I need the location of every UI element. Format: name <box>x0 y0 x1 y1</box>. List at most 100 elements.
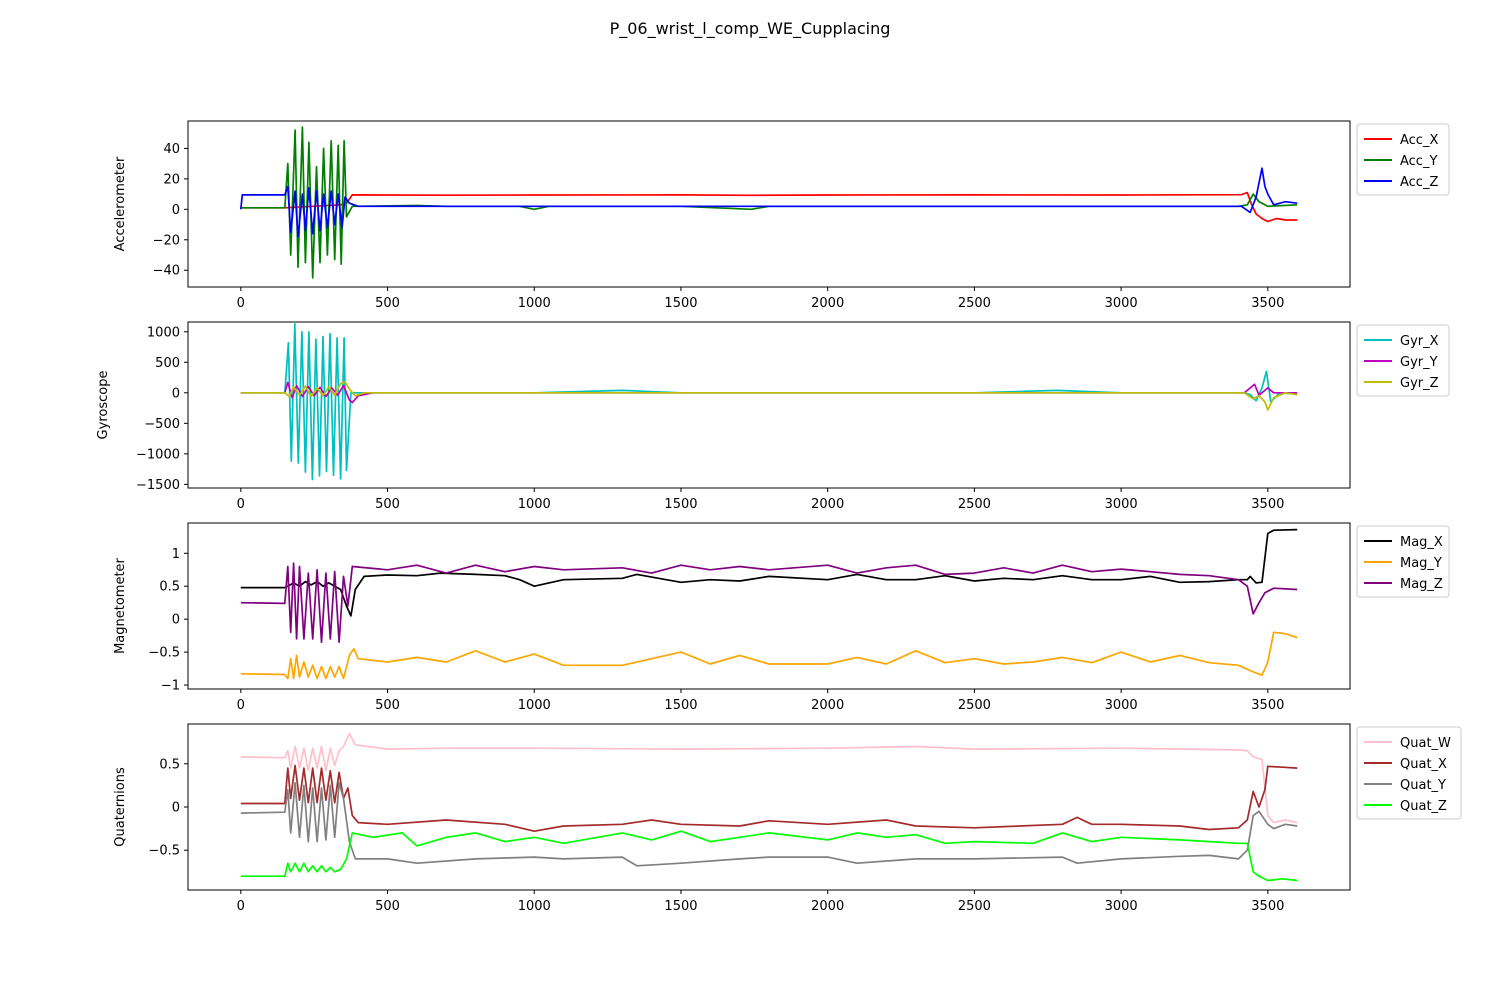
y-tick-label: −40 <box>153 264 180 279</box>
y-tick-label: −1 <box>161 679 180 694</box>
legend-label: Acc_X <box>1400 133 1438 148</box>
x-tick-label: 2500 <box>958 899 991 914</box>
series-line-quat-x <box>240 764 1298 833</box>
y-tick-label: 1 <box>172 547 180 562</box>
legend-label: Quat_X <box>1400 757 1447 772</box>
y-axis-label: Gyroscope <box>96 371 111 440</box>
subplot-4: 0 500 1000 1500 2000 2500 3000 3500 −0.5 0 0.5 Quat… <box>113 723 1462 914</box>
legend-label: Quat_Z <box>1400 799 1447 814</box>
subplot-3: 0 500 1000 1500 2000 2500 3000 3500 −1 −0.5 0 0.5 1 M… <box>113 522 1450 713</box>
axes-frame <box>187 522 1351 690</box>
subplot-2: 0 500 1000 1500 2000 2500 3000 3500 −1500 −1000 −5… <box>96 321 1450 512</box>
x-tick-label: 2000 <box>811 497 844 512</box>
x-tick-label: 1000 <box>518 899 551 914</box>
series-line-quat-y <box>240 781 1298 867</box>
legend: Quat_W Quat_X Quat_Y Quat_Z <box>1356 726 1462 820</box>
legend: Acc_X Acc_Y Acc_Z <box>1356 123 1450 196</box>
x-tick-label: 3000 <box>1105 296 1138 311</box>
x-tick-label: 3500 <box>1251 497 1284 512</box>
x-tick-label: 3000 <box>1105 698 1138 713</box>
x-tick-label: 500 <box>375 899 400 914</box>
legend-label: Mag_Y <box>1400 556 1442 571</box>
legend-label: Gyr_X <box>1400 334 1439 349</box>
x-tick-label: 1000 <box>518 296 551 311</box>
x-tick-label: 0 <box>237 497 245 512</box>
y-tick-label: 0 <box>172 386 180 401</box>
x-tick-label: 3500 <box>1251 899 1284 914</box>
y-tick-label: −1500 <box>136 478 180 493</box>
y-tick-label: −500 <box>144 417 180 432</box>
x-tick-label: 2500 <box>958 497 991 512</box>
x-tick-label: 2000 <box>811 296 844 311</box>
y-tick-label: 20 <box>163 172 180 187</box>
x-tick-label: 2000 <box>811 698 844 713</box>
y-axis-label: Accelerometer <box>113 156 128 251</box>
legend-box <box>1356 726 1462 820</box>
y-axis-label: Magnetometer <box>113 557 128 653</box>
x-tick-label: 500 <box>375 698 400 713</box>
series-lines <box>239 126 1298 279</box>
x-tick-label: 0 <box>237 899 245 914</box>
legend-label: Gyr_Y <box>1400 355 1438 370</box>
series-line-acc-z <box>239 167 1298 238</box>
legend-label: Mag_Z <box>1400 577 1443 592</box>
series-line-mag-y <box>240 631 1298 680</box>
series-line-gyr-x <box>240 322 1298 481</box>
series-line-quat-w <box>240 732 1298 824</box>
legend-label: Gyr_Z <box>1400 376 1439 391</box>
y-tick-label: −20 <box>153 233 180 248</box>
x-tick-label: 3000 <box>1105 899 1138 914</box>
subplots: 0 500 1000 1500 2000 2500 3000 3500−40−2002040A… <box>96 120 1462 914</box>
axes-frame <box>187 120 1351 288</box>
x-tick-label: 1500 <box>664 497 697 512</box>
legend-label: Quat_W <box>1400 736 1451 751</box>
y-tick-label: −1000 <box>136 447 180 462</box>
series-line-gyr-z <box>240 380 1298 411</box>
x-tick-label: 1500 <box>664 899 697 914</box>
legend: Mag_X Mag_Y Mag_Z <box>1356 525 1450 598</box>
y-axis-label: Quaternions <box>113 767 128 847</box>
x-tick-label: 500 <box>375 497 400 512</box>
y-tick-label: 0 <box>172 613 180 628</box>
x-tick-label: 3500 <box>1251 698 1284 713</box>
legend-box <box>1356 525 1450 598</box>
figure-title: P_06_wrist_l_comp_WE_Cupplacing <box>610 19 891 39</box>
legend-box <box>1356 324 1450 397</box>
x-tick-label: 1000 <box>518 497 551 512</box>
legend-box <box>1356 123 1450 196</box>
legend: Gyr_X Gyr_Y Gyr_Z <box>1356 324 1450 397</box>
series-line-mag-x <box>240 528 1298 617</box>
y-tick-label: 0.5 <box>159 757 180 772</box>
y-tick-label: 40 <box>163 142 180 157</box>
y-tick-label: 0.5 <box>159 580 180 595</box>
x-tick-label: 0 <box>237 296 245 311</box>
series-lines <box>240 732 1298 882</box>
legend-label: Quat_Y <box>1400 778 1446 793</box>
legend-label: Acc_Y <box>1400 154 1437 169</box>
y-tick-label: 0 <box>172 801 180 816</box>
series-lines <box>240 322 1298 481</box>
x-tick-label: 1500 <box>664 296 697 311</box>
series-line-quat-z <box>240 830 1298 882</box>
x-tick-label: 3000 <box>1105 497 1138 512</box>
x-tick-label: 2500 <box>958 296 991 311</box>
axes-frame <box>187 321 1351 489</box>
x-tick-label: 1000 <box>518 698 551 713</box>
y-tick-label: −0.5 <box>148 646 180 661</box>
series-line-mag-z <box>240 562 1298 644</box>
y-tick-label: 0 <box>172 203 180 218</box>
y-tick-label: −0.5 <box>148 844 180 859</box>
y-tick-label: 1000 <box>147 325 180 340</box>
subplot-1: 0 500 1000 1500 2000 2500 3000 3500 −40 −20 0 20 40 A… <box>113 120 1450 311</box>
y-tick-label: 500 <box>155 356 180 371</box>
x-tick-label: 1500 <box>664 698 697 713</box>
x-tick-label: 500 <box>375 296 400 311</box>
x-tick-label: 2000 <box>811 899 844 914</box>
x-tick-label: 3500 <box>1251 296 1284 311</box>
x-tick-label: 0 <box>237 698 245 713</box>
series-lines <box>240 528 1298 680</box>
legend-label: Mag_X <box>1400 535 1443 550</box>
legend-label: Acc_Z <box>1400 175 1438 190</box>
x-tick-label: 2500 <box>958 698 991 713</box>
